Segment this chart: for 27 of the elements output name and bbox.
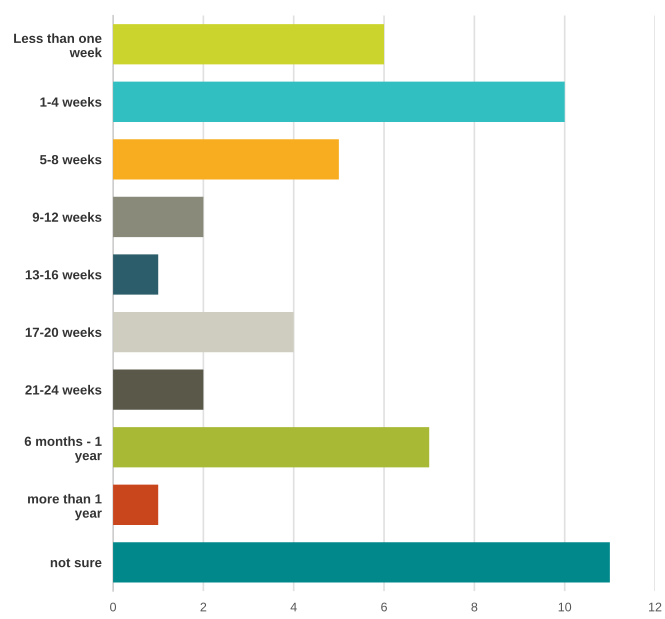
x-tick-label: 4 (290, 602, 297, 612)
x-tick-label: 6 (381, 602, 387, 612)
y-tick-label: 6 months - 1 year (24, 436, 102, 463)
x-tick-label: 0 (110, 602, 116, 612)
y-tick-label: 17-20 weeks (26, 327, 102, 338)
y-tick-label: 9-12 weeks (32, 212, 102, 222)
bar (113, 24, 384, 64)
bar (113, 370, 204, 410)
y-tick-label: 13-16 weeks (26, 270, 102, 280)
bar (113, 254, 158, 295)
y-tick-label: not sure (50, 558, 102, 568)
bar (113, 542, 610, 583)
x-tick-label: 8 (471, 602, 478, 612)
bar (113, 82, 565, 122)
y-tick-label: more than 1 year (28, 494, 102, 520)
y-tick-label: 5-8 weeks (40, 154, 102, 164)
bar (113, 139, 339, 180)
bar (113, 312, 294, 352)
bar (113, 196, 204, 238)
y-tick-label: Less than one week (14, 33, 102, 58)
x-tick-label: 10 (558, 602, 572, 612)
y-tick-label: 21-24 weeks (25, 384, 102, 395)
x-tick-label: 2 (200, 602, 206, 612)
x-tick-label: 12 (649, 602, 662, 612)
y-tick-label: 1-4 weeks (40, 97, 102, 107)
bar (113, 427, 430, 468)
bar (113, 484, 158, 525)
